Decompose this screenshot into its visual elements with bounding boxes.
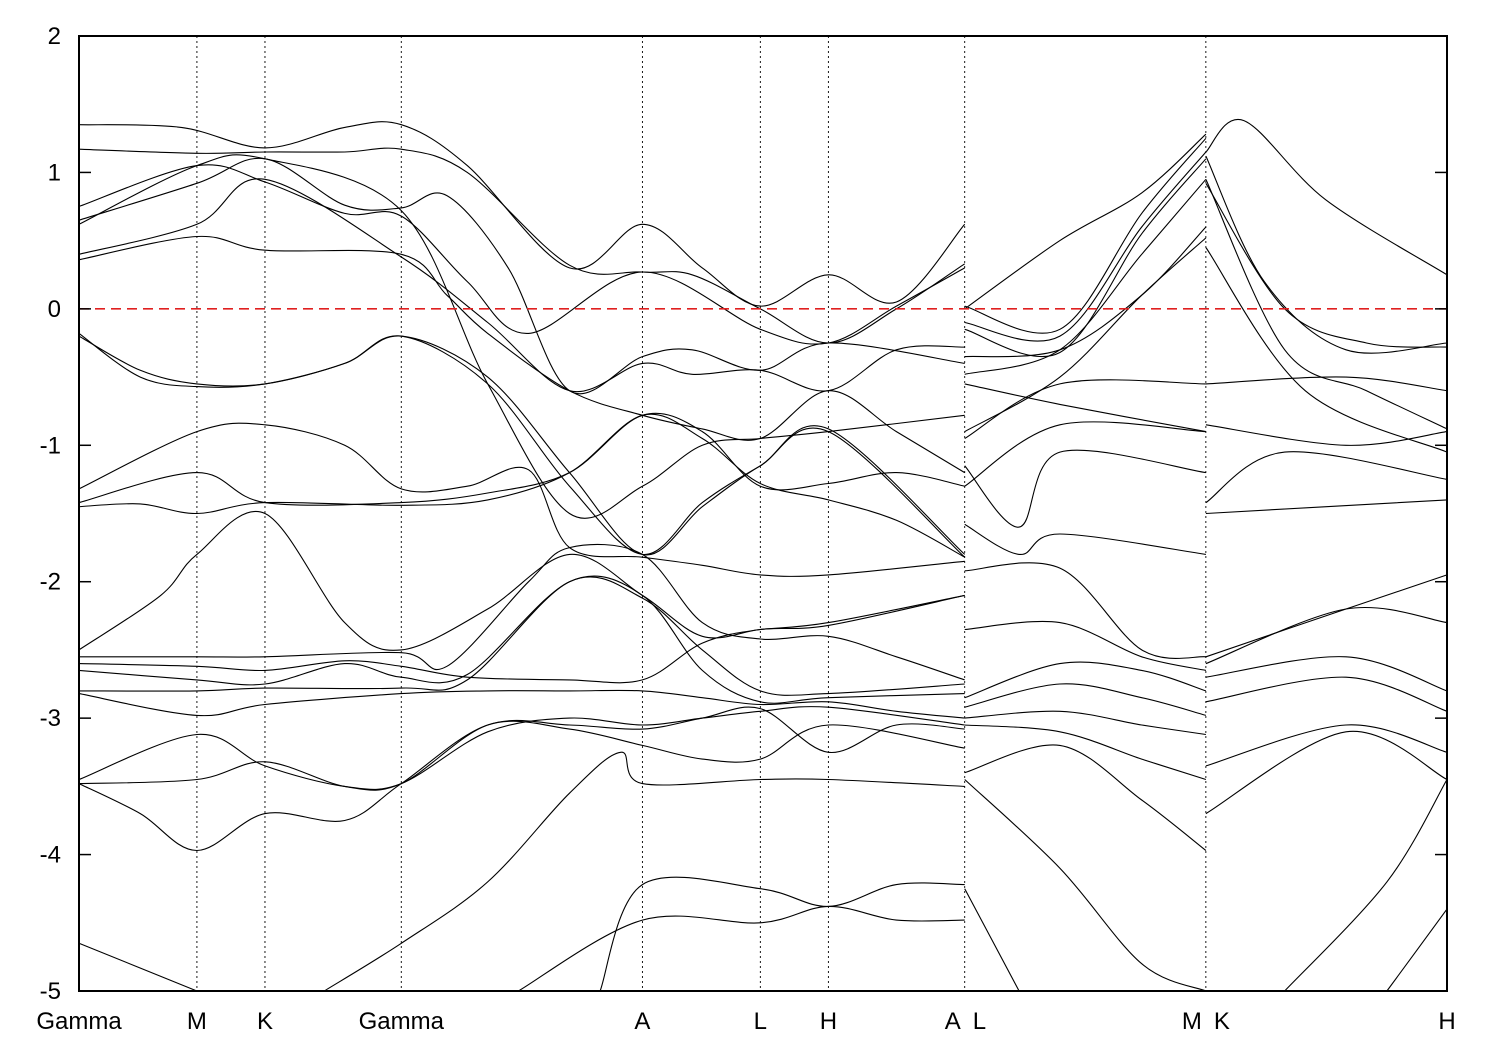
band-line-15 <box>78 575 965 704</box>
band-line-20 <box>78 720 965 852</box>
band-line-32 <box>964 379 1206 439</box>
x-tick-label-11: H <box>1438 1008 1455 1035</box>
band-line-17 <box>78 689 965 719</box>
x-tick-label-6: H <box>820 1008 837 1035</box>
x-tick-label-2: K <box>257 1008 273 1035</box>
band-line-37 <box>964 562 1206 660</box>
band-line-60 <box>1205 730 1448 815</box>
band-line-8 <box>78 332 966 555</box>
band-line-39 <box>964 661 1207 699</box>
band-line-14 <box>78 594 965 684</box>
band-line-61 <box>1284 779 1448 992</box>
band-line-48 <box>1205 179 1448 430</box>
x-tick-label-7: A <box>945 1008 961 1035</box>
y-tick-label-2: 0 <box>48 296 61 323</box>
band-line-22 <box>323 751 965 992</box>
band-line-13 <box>78 543 965 681</box>
band-line-47 <box>1205 155 1448 354</box>
band-line-28 <box>964 158 1207 358</box>
band-line-19 <box>78 706 965 791</box>
y-tick-label-3: -1 <box>40 432 61 459</box>
band-line-18 <box>78 706 965 791</box>
x-tick-label-10: K <box>1214 1008 1230 1035</box>
x-tick-label-3: Gamma <box>359 1008 445 1035</box>
band-line-59 <box>1205 724 1448 767</box>
band-line-4 <box>78 154 965 519</box>
band-line-42 <box>964 724 1207 781</box>
band-line-0 <box>78 121 966 307</box>
band-line-33 <box>964 383 1206 433</box>
y-tick-labels: 2 1 0 -1 -2 -3 -4 -5 <box>40 23 61 1005</box>
y-tick-label-0: 2 <box>48 23 61 50</box>
band-line-30 <box>964 226 1207 358</box>
band-line-45 <box>964 888 1020 992</box>
y-tick-label-7: -5 <box>40 978 61 1005</box>
x-tick-label-4: A <box>634 1008 650 1035</box>
band-line-44 <box>964 779 1207 992</box>
band-line-34 <box>964 449 1206 528</box>
y-tick-label-4: -2 <box>40 569 61 596</box>
band-line-40 <box>964 683 1207 716</box>
y-tick-label-6: -4 <box>40 842 61 869</box>
band-line-24 <box>518 905 965 992</box>
band-line-58 <box>1205 676 1448 712</box>
band-line-25 <box>964 133 1207 310</box>
x-tick-label-5: L <box>754 1008 767 1035</box>
band-line-3 <box>78 157 965 395</box>
band-line-29 <box>964 178 1207 375</box>
band-line-12 <box>78 510 965 651</box>
band-line-27 <box>964 151 1207 342</box>
band-line-38 <box>964 620 1207 671</box>
band-line-41 <box>964 710 1206 736</box>
band-lines <box>78 118 1448 992</box>
band-line-35 <box>964 421 1206 487</box>
band-line-11 <box>78 413 965 558</box>
band-line-26 <box>964 137 1207 334</box>
x-tick-label-0: Gamma <box>36 1008 122 1035</box>
y-tick-label-1: 1 <box>48 159 61 186</box>
band-line-9 <box>78 422 965 577</box>
plot-frame <box>78 35 1448 992</box>
y-tick-label-5: -3 <box>40 705 61 732</box>
band-line-56 <box>1205 606 1448 665</box>
band-line-52 <box>1205 424 1448 446</box>
band-line-6 <box>78 235 965 474</box>
axis-ticks <box>79 35 1447 992</box>
band-line-55 <box>1205 574 1448 658</box>
high-symmetry-lines <box>196 36 1207 991</box>
band-line-50 <box>1205 247 1448 453</box>
band-line-46 <box>1205 118 1448 276</box>
band-line-2 <box>78 164 965 345</box>
x-tick-label-1: M <box>187 1008 207 1035</box>
band-line-51 <box>1205 376 1448 392</box>
band-line-23 <box>599 876 965 992</box>
band-line-36 <box>964 523 1206 555</box>
band-line-16 <box>78 576 965 696</box>
band-line-53 <box>1205 451 1448 504</box>
band-line-43 <box>964 744 1207 851</box>
x-tick-label-9: M <box>1182 1008 1202 1035</box>
band-line-57 <box>1205 656 1448 692</box>
band-line-62 <box>1386 908 1448 992</box>
band-line-49 <box>1205 183 1448 348</box>
x-tick-labels: Gamma M K Gamma A L H A L M K H <box>36 1008 1455 1035</box>
x-tick-label-8: L <box>973 1008 986 1035</box>
band-line-21 <box>78 942 198 992</box>
band-line-54 <box>1205 499 1448 515</box>
